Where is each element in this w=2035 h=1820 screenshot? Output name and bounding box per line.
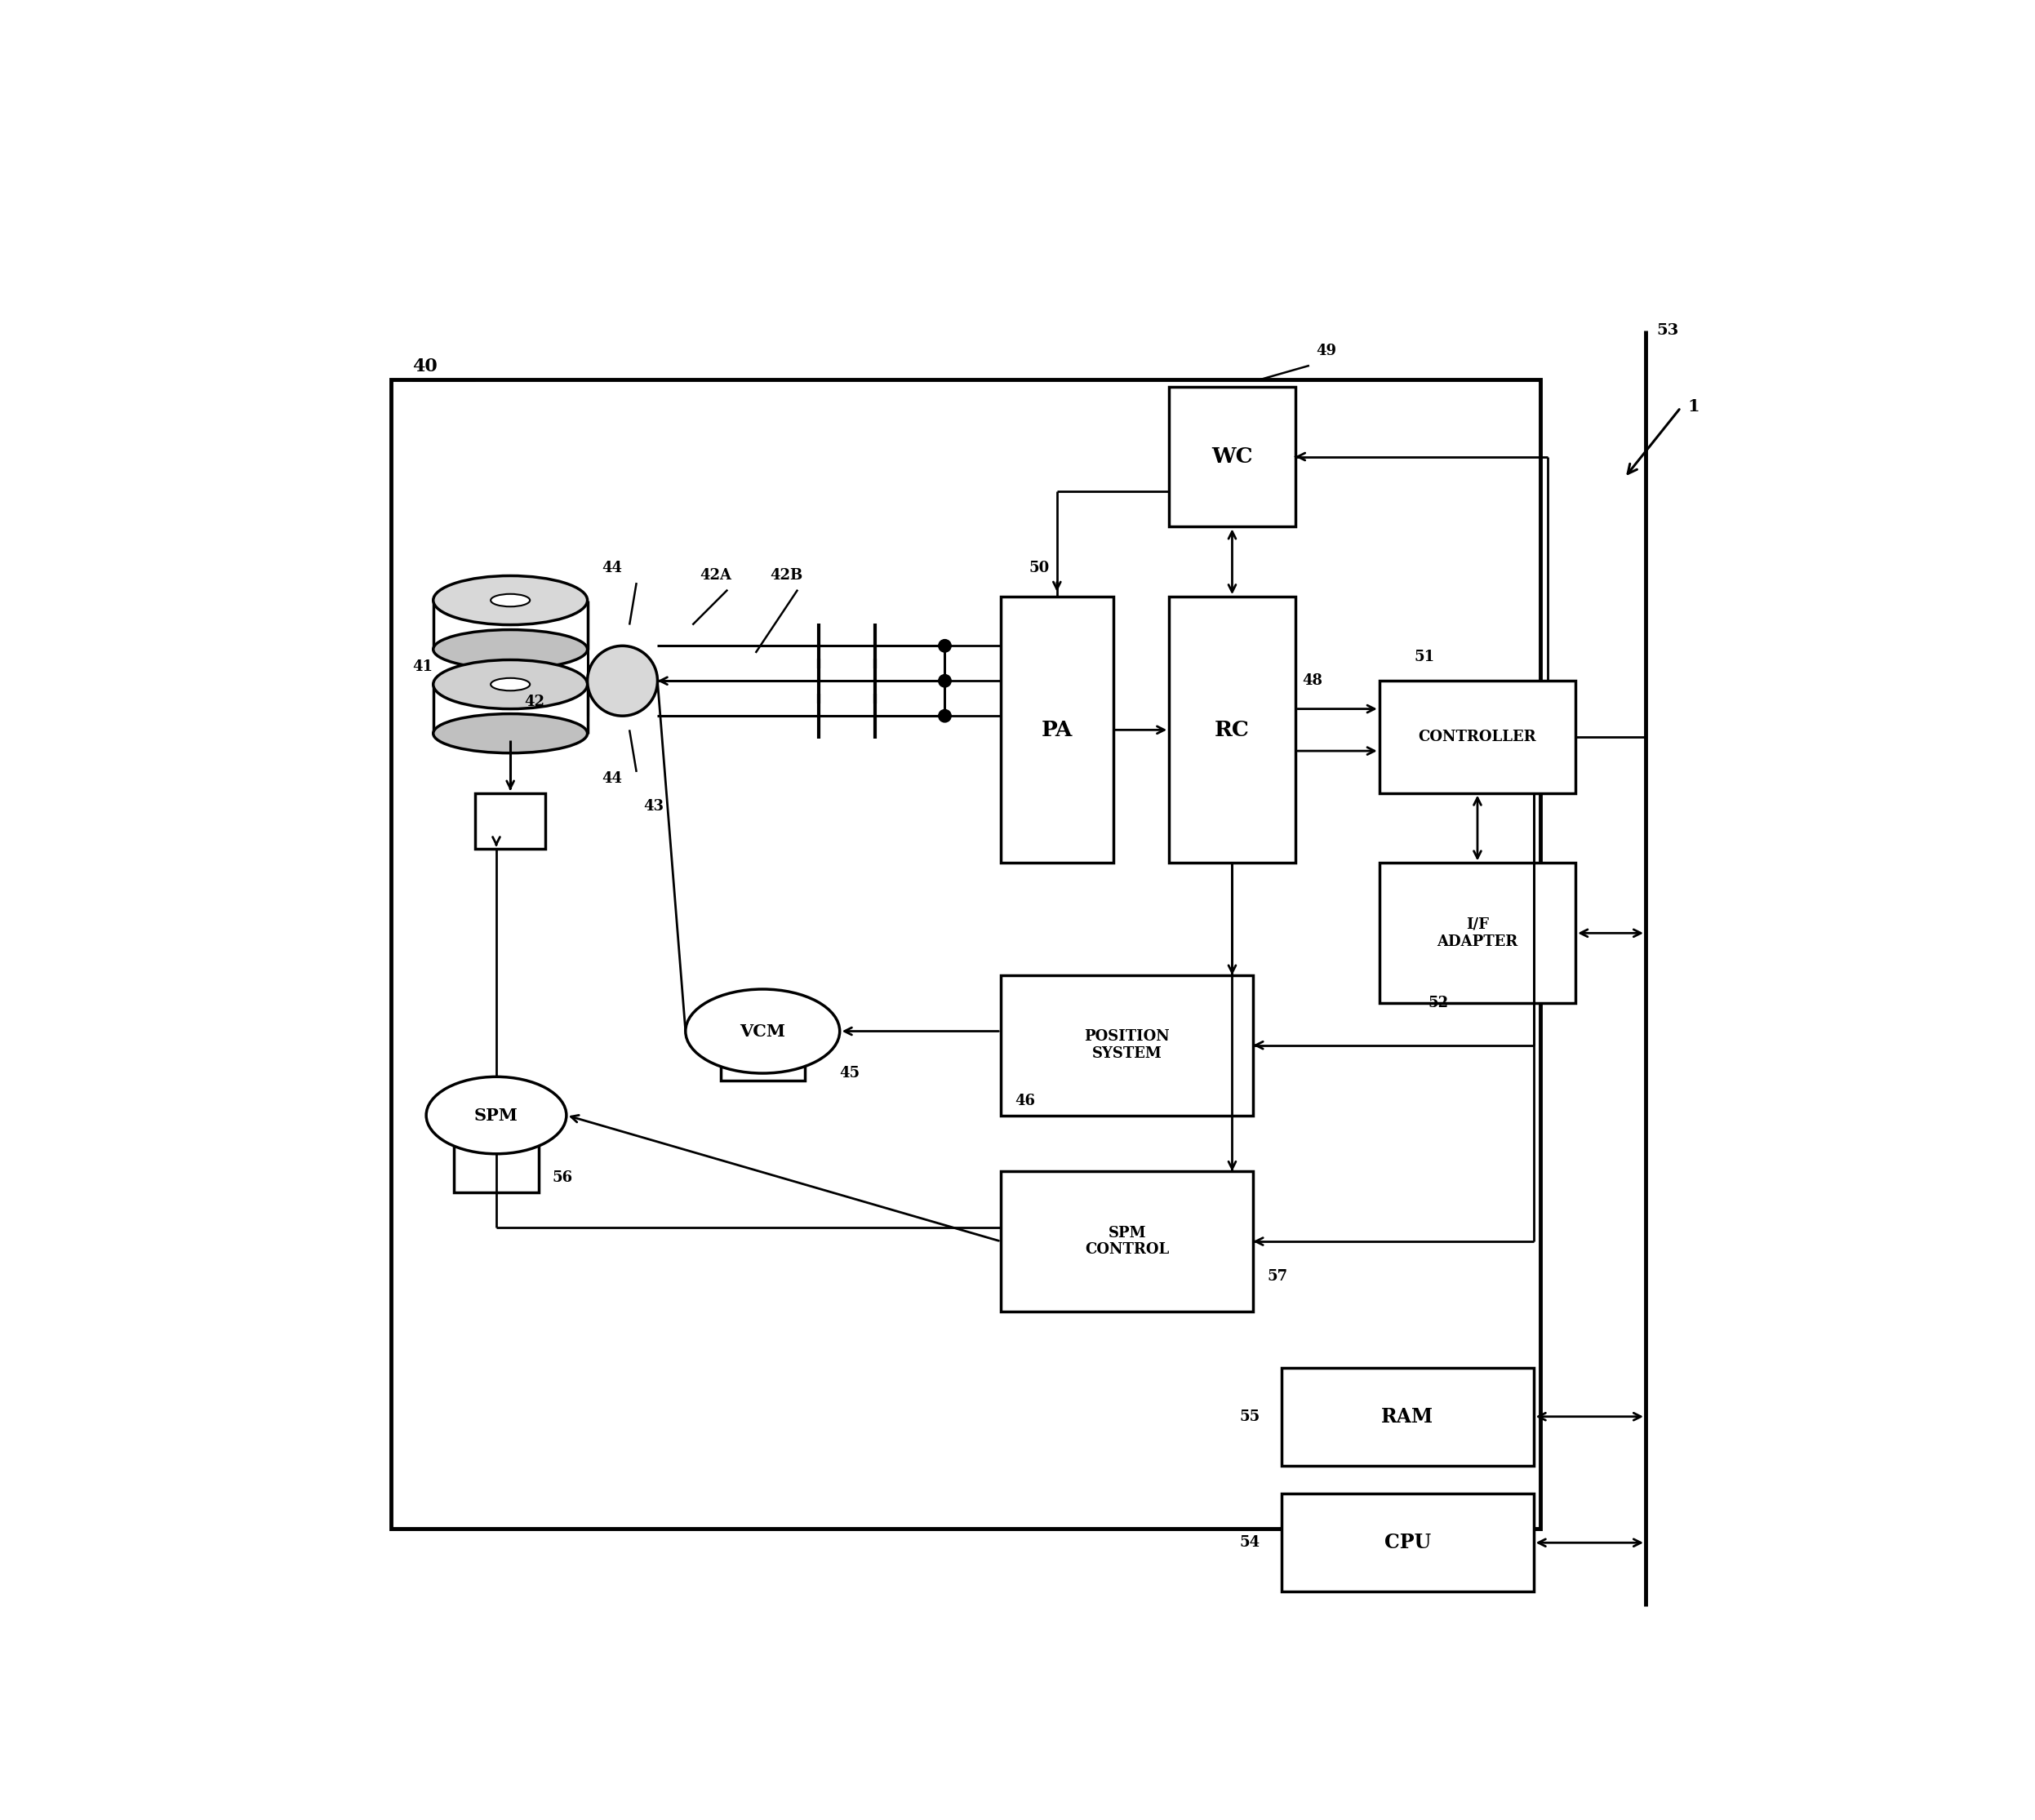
- Text: VCM: VCM: [741, 1023, 786, 1039]
- Ellipse shape: [425, 1077, 566, 1154]
- Bar: [1380, 681, 1575, 794]
- Bar: [476, 794, 545, 848]
- Bar: [1282, 1494, 1534, 1592]
- Text: 48: 48: [1302, 673, 1323, 688]
- Text: CONTROLLER: CONTROLLER: [1418, 730, 1536, 744]
- Text: POSITION
SYSTEM: POSITION SYSTEM: [1085, 1030, 1170, 1061]
- Text: 44: 44: [602, 561, 623, 575]
- Ellipse shape: [686, 988, 840, 1074]
- Ellipse shape: [433, 661, 588, 708]
- Text: 44: 44: [602, 772, 623, 786]
- Bar: [1168, 386, 1294, 526]
- Text: 40: 40: [413, 357, 438, 375]
- Bar: [720, 1010, 804, 1081]
- Text: 1: 1: [1687, 399, 1699, 415]
- Text: 46: 46: [1015, 1094, 1036, 1108]
- Bar: [1001, 1172, 1254, 1312]
- Text: 42B: 42B: [769, 568, 802, 582]
- Ellipse shape: [433, 630, 588, 670]
- Text: CPU: CPU: [1384, 1532, 1431, 1552]
- Text: 51: 51: [1414, 650, 1435, 664]
- Circle shape: [938, 639, 950, 652]
- Text: 55: 55: [1239, 1409, 1260, 1423]
- Text: 42: 42: [525, 693, 545, 708]
- Text: RC: RC: [1215, 719, 1249, 741]
- Text: 45: 45: [840, 1065, 861, 1081]
- Circle shape: [588, 646, 657, 715]
- Text: 49: 49: [1317, 344, 1337, 359]
- Circle shape: [938, 710, 950, 723]
- Text: 57: 57: [1268, 1269, 1288, 1283]
- Bar: [454, 1123, 539, 1192]
- Ellipse shape: [433, 713, 588, 753]
- Bar: [1380, 863, 1575, 1003]
- Ellipse shape: [490, 593, 529, 606]
- Text: 54: 54: [1239, 1536, 1260, 1551]
- Text: 43: 43: [643, 799, 663, 814]
- Bar: [1001, 597, 1113, 863]
- Text: 50: 50: [1030, 561, 1050, 575]
- Ellipse shape: [490, 679, 529, 690]
- Ellipse shape: [433, 575, 588, 624]
- Text: I/F
ADAPTER: I/F ADAPTER: [1437, 917, 1518, 948]
- Text: 56: 56: [551, 1170, 574, 1185]
- Bar: [1282, 1367, 1534, 1465]
- Text: RAM: RAM: [1382, 1407, 1433, 1427]
- Text: SPM
CONTROL: SPM CONTROL: [1085, 1225, 1170, 1258]
- Text: 52: 52: [1429, 996, 1449, 1010]
- Text: PA: PA: [1042, 719, 1072, 741]
- Circle shape: [938, 675, 950, 688]
- Bar: [1168, 597, 1294, 863]
- Text: 41: 41: [413, 659, 433, 673]
- Bar: [391, 380, 1540, 1529]
- Text: 42A: 42A: [700, 568, 731, 582]
- Text: WC: WC: [1211, 446, 1254, 468]
- Bar: [1001, 976, 1254, 1116]
- Text: SPM: SPM: [474, 1107, 519, 1123]
- Text: 53: 53: [1656, 322, 1679, 337]
